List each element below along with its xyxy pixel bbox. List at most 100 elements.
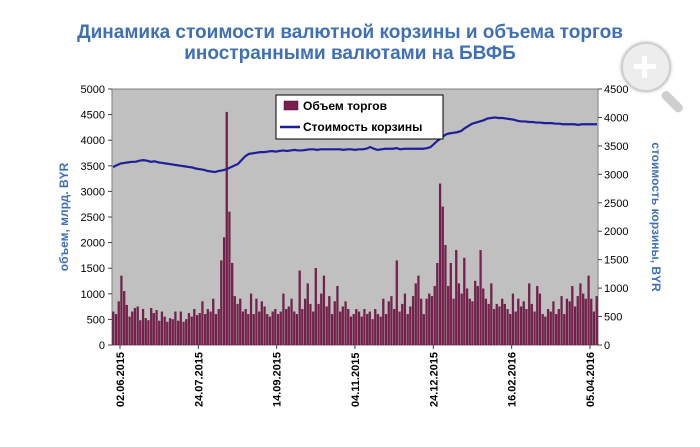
left-axis-tick-label: 3000: [81, 186, 105, 198]
right-axis-tick-label: 1500: [604, 255, 628, 267]
bar-volume: [530, 303, 533, 346]
bar-volume: [409, 306, 412, 346]
bar-volume: [582, 293, 585, 346]
bar-volume: [476, 285, 479, 346]
bar-volume: [460, 293, 463, 346]
bar-volume: [560, 296, 563, 346]
bar-volume: [220, 260, 223, 346]
bar-volume: [185, 319, 188, 346]
bar-volume: [463, 257, 466, 346]
bar-volume: [455, 250, 458, 346]
bar-volume: [517, 298, 520, 346]
chart-title: Динамика стоимости валютной корзины и об…: [40, 22, 660, 64]
bar-volume: [406, 314, 409, 346]
bar-volume: [587, 275, 590, 346]
bar-volume: [509, 314, 512, 346]
bar-volume: [468, 298, 471, 346]
bar-volume: [376, 314, 380, 346]
legend-swatch-volume: [283, 100, 299, 111]
bar-volume: [204, 314, 207, 346]
bar-volume: [538, 293, 542, 346]
bar-volume: [414, 283, 417, 346]
left-axis-tick-label: 0: [99, 340, 105, 352]
bar-volume: [266, 314, 269, 346]
bar-volume: [239, 298, 242, 346]
bar-volume: [252, 314, 255, 346]
bar-volume: [298, 270, 301, 346]
x-axis-tick-label: 14.09.2015: [272, 352, 284, 407]
bar-volume: [438, 183, 442, 346]
bar-volume: [533, 311, 536, 346]
bar-volume: [452, 298, 455, 346]
bar-volume: [271, 311, 274, 346]
bar-volume: [187, 313, 191, 346]
bar-volume: [268, 316, 272, 346]
bar-volume: [444, 245, 447, 346]
bar-volume: [492, 309, 496, 346]
bar-volume: [125, 304, 128, 346]
bar-volume: [366, 314, 369, 346]
bar-volume: [557, 309, 560, 346]
bar-volume: [393, 309, 396, 346]
zoom-in-icon[interactable]: [621, 42, 685, 115]
bar-volume: [328, 296, 331, 346]
bar-volume: [357, 311, 361, 346]
bar-volume: [209, 311, 212, 346]
bar-volume: [525, 309, 528, 346]
bar-volume: [471, 301, 474, 346]
chart-title-line-2: иностранными валютами на БВФБ: [184, 43, 516, 64]
bar-volume: [355, 309, 358, 346]
bar-volume: [247, 314, 250, 346]
bar-volume: [447, 285, 450, 346]
bar-volume: [474, 280, 477, 346]
bar-volume: [133, 308, 137, 346]
x-axis-tick-label: 24.12.2015: [428, 352, 440, 407]
bar-volume: [255, 298, 258, 346]
bar-volume: [212, 298, 215, 346]
bar-volume: [147, 320, 150, 346]
bar-volume: [179, 311, 182, 346]
bar-volume: [201, 301, 204, 346]
bar-volume: [290, 298, 293, 346]
left-axis-label: объем, млрд. BYR: [57, 162, 71, 271]
bar-volume: [325, 306, 328, 346]
bar-volume: [571, 285, 574, 346]
bar-volume: [274, 309, 277, 346]
bar-volume: [260, 301, 263, 346]
left-axis-tick-label: 1500: [81, 263, 105, 275]
legend-box: [275, 94, 444, 140]
bar-volume: [449, 262, 452, 346]
bar-volume: [387, 301, 390, 346]
series-line-basket-cost: [112, 116, 597, 174]
bar-volume: [228, 211, 231, 346]
bar-volume: [592, 311, 596, 346]
bar-volume: [514, 311, 517, 346]
bar-volume: [360, 316, 363, 346]
bar-volume: [347, 309, 350, 346]
right-axis-tick-label: 4500: [604, 84, 628, 96]
bar-volume: [457, 283, 461, 346]
bar-volume: [320, 293, 323, 346]
bar-volume: [276, 314, 280, 346]
bar-volume: [579, 283, 582, 346]
bar-volume: [595, 296, 598, 346]
bar-volume: [339, 311, 342, 346]
bar-volume: [225, 111, 228, 346]
bar-volume: [495, 303, 498, 346]
zoom-plus-vertical: [642, 56, 647, 78]
bar-volume: [436, 262, 439, 346]
right-axis-tick-label: 0: [604, 340, 610, 352]
bar-volume: [263, 306, 266, 346]
bar-volume: [249, 293, 253, 346]
bar-volume: [541, 314, 544, 346]
legend: Объем торгов Стоимость корзины: [275, 94, 444, 140]
bar-volume: [422, 314, 425, 346]
axes-layer: 0500100015002000250030003500400045005000…: [81, 84, 629, 407]
bar-volume: [384, 314, 388, 346]
bar-volume: [352, 314, 355, 346]
right-axis-tick-label: 4000: [604, 112, 628, 124]
bar-volume: [536, 285, 539, 346]
bar-volume: [285, 309, 288, 346]
bar-volume: [136, 306, 139, 346]
bar-volume: [139, 320, 142, 346]
